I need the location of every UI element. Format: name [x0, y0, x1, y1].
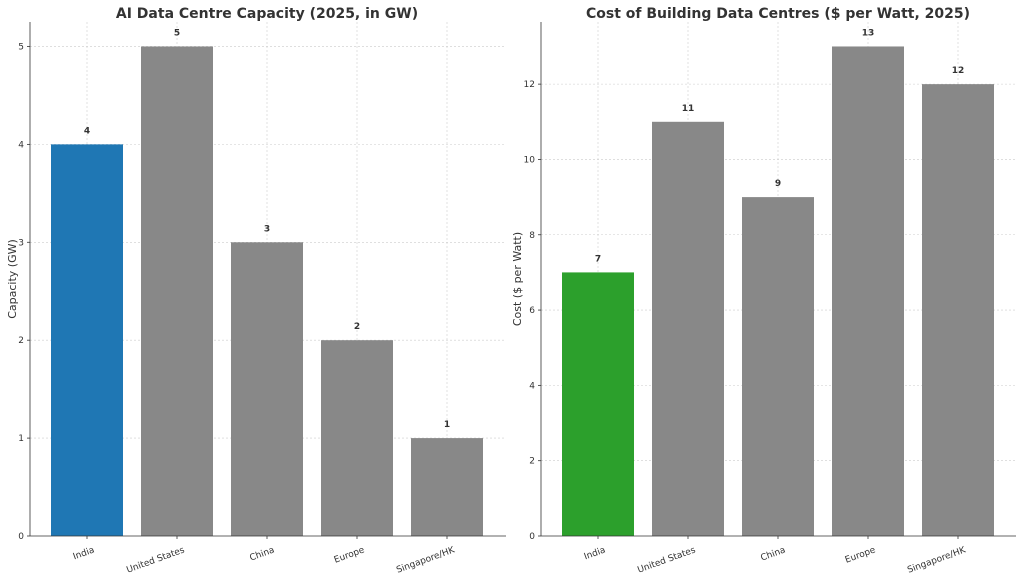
bar-europe	[321, 340, 393, 536]
y-tick-label: 12	[524, 80, 535, 90]
x-tick-label: United States	[125, 545, 186, 575]
x-tick-label: Europe	[844, 545, 878, 565]
data-label: 4	[84, 126, 90, 136]
bar-united-states	[652, 121, 724, 537]
data-label: 11	[682, 104, 695, 114]
x-tick-label: India	[72, 545, 96, 562]
bar-united-states	[141, 46, 213, 536]
bar-europe	[832, 46, 904, 536]
y-tick-label: 8	[529, 231, 535, 241]
y-tick-label: 4	[18, 140, 24, 150]
bar-singapore-hk	[411, 438, 483, 536]
data-label: 5	[174, 28, 180, 38]
data-label: 2	[354, 322, 360, 332]
x-tick-label: United States	[636, 545, 697, 575]
y-tick-label: 4	[529, 381, 535, 391]
cost-chart: 7 11 9 13 12 0 2 4 6 8 10 12 India United States China…	[511, 6, 1016, 576]
bar-india	[562, 272, 634, 536]
capacity-chart: 4 5 3 2 1 0 1 2 3 4 5 India United States China Europe…	[6, 6, 506, 576]
chart-title: AI Data Centre Capacity (2025, in GW)	[116, 6, 418, 22]
y-tick-label: 0	[18, 532, 24, 542]
y-tick-label: 6	[529, 306, 535, 316]
y-tick-label: 10	[524, 155, 536, 165]
y-tick-label: 5	[18, 42, 24, 52]
x-tick-label: Singapore/HK	[395, 545, 457, 576]
data-label: 1	[444, 420, 450, 430]
data-label: 12	[952, 66, 965, 76]
x-tick-label: Singapore/HK	[906, 545, 968, 576]
data-label: 7	[595, 254, 601, 264]
y-tick-label: 2	[529, 457, 535, 467]
y-axis-label: Cost ($ per Watt)	[511, 232, 524, 326]
y-tick-label: 1	[18, 434, 24, 444]
bar-india	[51, 144, 123, 536]
y-tick-label: 2	[18, 336, 24, 346]
x-tick-label: India	[583, 545, 607, 562]
bar-china	[742, 197, 814, 536]
data-label: 13	[862, 28, 875, 38]
x-tick-label: China	[759, 545, 787, 563]
bar-singapore-hk	[922, 84, 994, 536]
y-axis-label: Capacity (GW)	[6, 239, 19, 319]
data-label: 3	[264, 224, 270, 234]
y-tick-label: 3	[18, 238, 24, 248]
x-tick-label: China	[248, 545, 276, 563]
x-tick-label: Europe	[333, 545, 367, 565]
data-label: 9	[775, 179, 781, 189]
bar-china	[231, 242, 303, 537]
y-tick-label: 0	[529, 532, 535, 542]
chart-title: Cost of Building Data Centres ($ per Wat…	[586, 6, 970, 22]
